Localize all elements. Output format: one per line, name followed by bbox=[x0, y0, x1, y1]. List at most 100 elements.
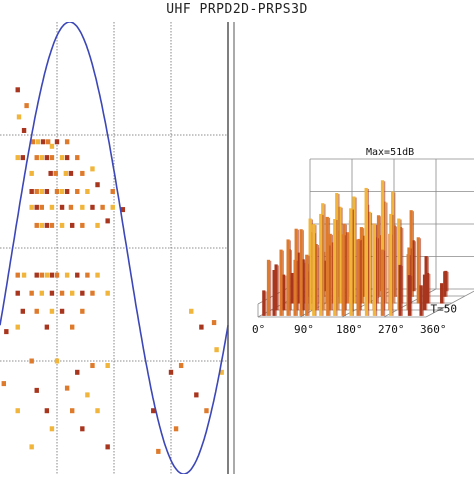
prps-bar bbox=[345, 232, 349, 304]
prpd-point bbox=[95, 222, 100, 228]
prps-bar-shade bbox=[324, 204, 326, 311]
period-label: T=50 bbox=[430, 302, 457, 315]
prps-bar bbox=[299, 229, 303, 316]
prps-bar bbox=[341, 234, 345, 316]
prps-bar bbox=[362, 235, 367, 297]
prps-bar-shade bbox=[285, 275, 287, 311]
prpd-point bbox=[20, 308, 25, 314]
prpd-point bbox=[64, 385, 70, 391]
prps-bar bbox=[290, 272, 294, 304]
prpd-point bbox=[15, 408, 20, 414]
prpd-point bbox=[1, 381, 6, 387]
prpd-points bbox=[1, 87, 224, 454]
prpd-point bbox=[15, 272, 20, 278]
prpd-point bbox=[49, 272, 55, 278]
prps-bar bbox=[319, 213, 323, 316]
prps-bar-shade bbox=[411, 276, 413, 316]
prps-bar bbox=[419, 285, 423, 316]
prpd-point bbox=[105, 363, 110, 369]
prpd-2d-chart bbox=[0, 21, 235, 475]
prpd-point bbox=[110, 189, 115, 194]
prps-bar bbox=[380, 180, 385, 311]
prpd-point bbox=[15, 290, 20, 296]
prps-bar-shade bbox=[315, 225, 317, 316]
x-tick-label: 270° bbox=[378, 323, 405, 336]
prpd-point bbox=[199, 324, 204, 330]
prps-bar-shade bbox=[329, 245, 331, 316]
prpd-point bbox=[29, 444, 34, 450]
prpd-point bbox=[54, 139, 60, 145]
prps-bar-shade bbox=[400, 219, 402, 311]
prpd-point bbox=[95, 408, 100, 414]
prps-bar-shade bbox=[359, 240, 361, 316]
prps-bar-shade bbox=[446, 272, 448, 297]
prps-bar bbox=[443, 271, 447, 297]
prpd-point bbox=[178, 363, 184, 369]
prpd-point bbox=[70, 222, 75, 228]
prpd-point bbox=[75, 369, 80, 375]
prpd-point bbox=[49, 308, 55, 314]
prpd-point bbox=[15, 324, 20, 330]
prpd-point bbox=[54, 189, 60, 194]
prpd-point bbox=[59, 290, 65, 296]
prpd-point bbox=[39, 189, 44, 194]
prps-bar bbox=[389, 213, 393, 316]
prps-bar-shade bbox=[360, 239, 362, 311]
prpd-point bbox=[29, 290, 34, 296]
prps-bar-shade bbox=[384, 181, 386, 311]
prpd-point bbox=[29, 189, 34, 194]
prpd-point bbox=[49, 204, 55, 210]
prps-bar-shade bbox=[289, 240, 291, 316]
prps-bar bbox=[286, 239, 290, 316]
prpd-point bbox=[44, 155, 50, 161]
prps-bar bbox=[352, 196, 356, 304]
prps-bar-shade bbox=[282, 250, 284, 316]
prpd-point bbox=[70, 290, 75, 296]
x-tick-label: 0° bbox=[252, 323, 265, 336]
prpd-point bbox=[34, 272, 39, 278]
prpd-point bbox=[219, 369, 224, 375]
prpd-point bbox=[59, 155, 65, 161]
prpd-point bbox=[29, 358, 34, 364]
prpd-point bbox=[80, 170, 85, 176]
prps-bar bbox=[372, 224, 377, 316]
prpd-point bbox=[68, 204, 74, 210]
prps-bar-shade bbox=[277, 265, 279, 311]
prpd-point bbox=[105, 444, 110, 450]
prps-bar bbox=[407, 275, 412, 316]
prpd-point bbox=[20, 155, 25, 161]
prps-bar-shade bbox=[426, 275, 428, 311]
prpd-point bbox=[95, 182, 100, 188]
prpd-point bbox=[211, 320, 217, 326]
prpd-point bbox=[80, 308, 85, 314]
prpd-point bbox=[15, 155, 20, 161]
prps-bar-shade bbox=[345, 224, 348, 311]
prps-bar-shade bbox=[275, 270, 277, 316]
prpd-point bbox=[29, 204, 34, 210]
chart-title: UHF PRPD2D-PRPS3D bbox=[166, 2, 308, 17]
prpd-point bbox=[75, 189, 80, 194]
prpd-point bbox=[54, 358, 60, 364]
prpd-point bbox=[59, 189, 65, 194]
prpd-point bbox=[64, 139, 70, 145]
prps-bar-shade bbox=[395, 226, 398, 297]
prps-bar-shade bbox=[377, 238, 380, 304]
prps-bar-shade bbox=[297, 229, 299, 311]
prpd-point bbox=[39, 204, 44, 210]
reference-sine-curve bbox=[0, 21, 229, 475]
prpd-point bbox=[35, 139, 41, 145]
prps-bar-shade bbox=[380, 216, 382, 297]
prps-bar-shade bbox=[362, 228, 365, 304]
prps-bar-shade bbox=[302, 230, 304, 316]
prps-bar-shade bbox=[344, 235, 346, 316]
prpd-point bbox=[90, 204, 95, 210]
prpd-point bbox=[34, 204, 39, 210]
prpd-point bbox=[39, 272, 44, 278]
prpd-point bbox=[70, 408, 75, 414]
x-tick-label: 180° bbox=[336, 323, 363, 336]
prpd-point bbox=[49, 426, 55, 432]
prpd-point bbox=[90, 166, 95, 172]
prpd-point bbox=[49, 143, 55, 149]
prpd-point bbox=[156, 448, 161, 454]
prpd-point bbox=[49, 290, 55, 296]
